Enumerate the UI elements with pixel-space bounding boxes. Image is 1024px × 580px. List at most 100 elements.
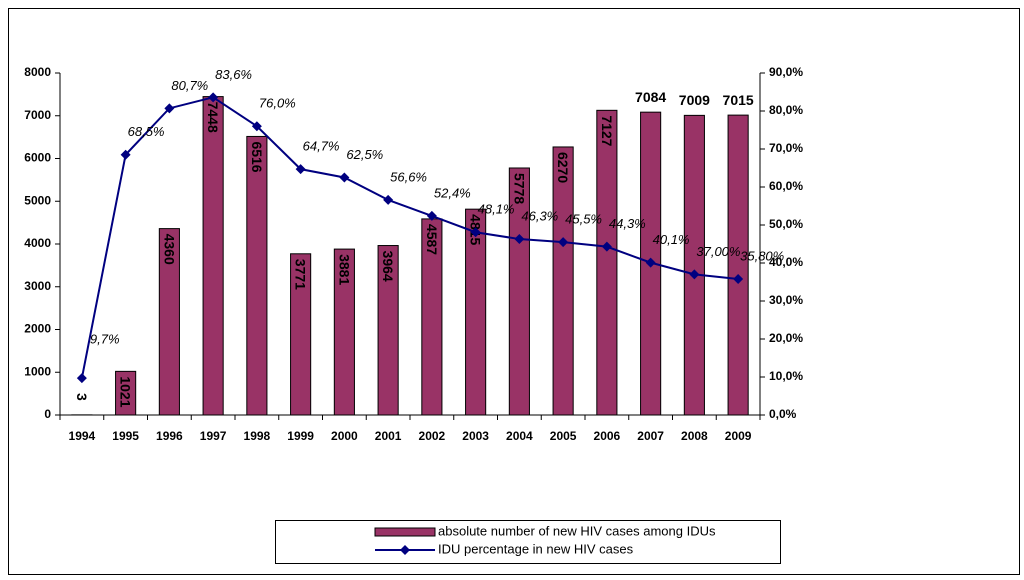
x-tick-label: 1998: [244, 429, 271, 443]
bar: [158, 228, 180, 416]
y-tick-label: 8000: [24, 65, 51, 79]
bar-label: 5778: [511, 173, 527, 204]
x-tick-label: 2000: [331, 429, 358, 443]
chart-frame: [8, 8, 1020, 575]
x-tick-label: 1995: [112, 429, 139, 443]
bar-label: 6270: [555, 152, 571, 183]
x-tick-label: 2006: [594, 429, 621, 443]
legend-box: [275, 520, 781, 564]
bar-label: 7009: [679, 92, 710, 108]
line-label: 80,7%: [171, 78, 208, 93]
marker: [164, 103, 175, 114]
line-label: 52,4%: [434, 185, 471, 200]
line-label: 76,0%: [259, 96, 296, 111]
line: [80, 96, 739, 379]
line-label: 62,5%: [346, 147, 383, 162]
bar-label: 7127: [599, 115, 615, 146]
line-label: 46,3%: [521, 208, 558, 223]
bar-label: 4360: [161, 234, 177, 265]
bar-label: 3964: [380, 251, 396, 282]
y-tick-label: 3000: [24, 279, 51, 293]
line-label: 83,6%: [215, 67, 252, 82]
y-tick-label: 1000: [24, 364, 51, 378]
y2-tick-label: 20,0%: [769, 331, 803, 345]
line-label: 35,80%: [740, 248, 784, 263]
marker: [251, 121, 262, 132]
y2-tick-label: 30,0%: [769, 293, 803, 307]
bar: [508, 167, 530, 416]
bar-label: 6516: [249, 141, 265, 172]
bar-label: 7015: [723, 92, 754, 108]
marker: [514, 234, 525, 245]
marker: [339, 172, 350, 183]
bar-label: 7448: [205, 102, 221, 133]
x-tick-label: 2001: [375, 429, 402, 443]
legend-marker: [400, 545, 410, 555]
y-tick-label: 5000: [24, 193, 51, 207]
line-label: 40,1%: [653, 232, 690, 247]
marker: [470, 227, 481, 238]
legend-label: absolute number of new HIV cases among I…: [438, 523, 716, 538]
bar-label: 4587: [424, 224, 440, 255]
bar-label: 1021: [118, 376, 134, 407]
x-tick-label: 1999: [287, 429, 314, 443]
bar: [202, 96, 224, 416]
marker: [120, 149, 131, 160]
y2-tick-label: 50,0%: [769, 217, 803, 231]
bar-label: 7084: [635, 89, 666, 105]
y2-tick-label: 80,0%: [769, 103, 803, 117]
bar: [596, 109, 618, 416]
bar-label: 3: [74, 393, 90, 401]
marker: [426, 210, 437, 221]
x-tick-label: 1996: [156, 429, 183, 443]
bar: [727, 114, 749, 416]
marker: [383, 194, 394, 205]
bar-label: 3771: [293, 259, 309, 290]
y2-tick-label: 40,0%: [769, 255, 803, 269]
marker: [208, 92, 219, 103]
legend-label: IDU percentage in new HIV cases: [438, 541, 634, 556]
x-tick-label: 1997: [200, 429, 227, 443]
bar: [333, 248, 355, 416]
y-tick-label: 7000: [24, 108, 51, 122]
line-label: 37,00%: [696, 244, 740, 259]
y-tick-label: 4000: [24, 236, 51, 250]
bar: [115, 370, 137, 416]
marker: [733, 273, 744, 284]
marker: [645, 257, 656, 268]
marker: [295, 164, 306, 175]
bar: [552, 146, 574, 416]
x-tick-label: 2002: [419, 429, 446, 443]
marker: [601, 241, 612, 252]
y-tick-label: 0: [44, 407, 51, 421]
marker: [76, 373, 87, 384]
y2-tick-label: 60,0%: [769, 179, 803, 193]
marker: [558, 237, 569, 248]
x-tick-label: 2008: [681, 429, 708, 443]
bar: [465, 208, 487, 416]
line-label: 64,7%: [303, 139, 340, 154]
line-label: 56,6%: [390, 169, 427, 184]
y2-tick-label: 0,0%: [769, 407, 797, 421]
bar: [377, 245, 399, 416]
bar: [290, 253, 312, 416]
x-tick-label: 2005: [550, 429, 577, 443]
line-label: 44,3%: [609, 216, 646, 231]
bar: [246, 135, 268, 416]
line-label: 68,5%: [128, 124, 165, 139]
x-tick-label: 2003: [462, 429, 489, 443]
y2-tick-label: 70,0%: [769, 141, 803, 155]
y2-tick-label: 10,0%: [769, 369, 803, 383]
line-label: 9,7%: [90, 332, 120, 347]
bar-label: 3881: [336, 254, 352, 285]
line-label: 48,1%: [478, 202, 515, 217]
x-tick-label: 2007: [637, 429, 664, 443]
x-tick-label: 2004: [506, 429, 533, 443]
y2-tick-label: 90,0%: [769, 65, 803, 79]
x-tick-label: 1994: [69, 429, 96, 443]
legend-swatch: [374, 527, 436, 537]
y-tick-label: 2000: [24, 322, 51, 336]
bar: [683, 114, 705, 416]
